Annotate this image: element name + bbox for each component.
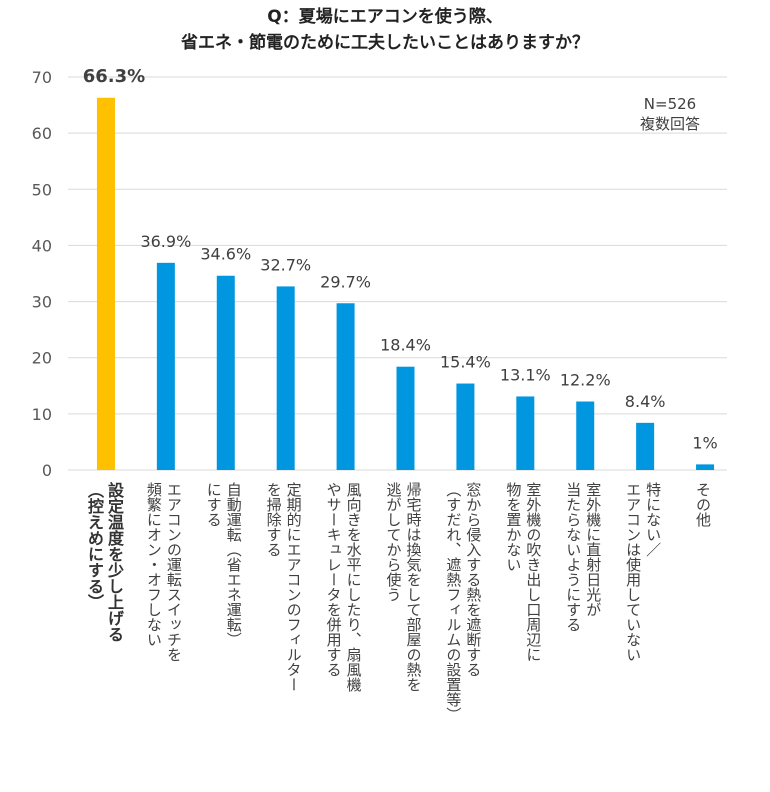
y-tick-label: 10 — [32, 405, 52, 424]
x-tick-label-line: （控えめにする） — [84, 482, 104, 610]
x-tick-label-line: 窓から侵入する熱を遮断する — [464, 482, 483, 677]
sample-note: N=526 複数回答 — [620, 94, 720, 134]
x-tick-label-line: を掃除する — [264, 482, 283, 557]
x-tick-label-line: にする — [204, 482, 223, 527]
x-tick-label-line: 物を置かない — [504, 482, 523, 572]
x-tick-label-line: 自動運転（省エネ運転） — [224, 482, 243, 647]
x-tick-label-line: その他 — [694, 482, 713, 527]
bar — [576, 401, 595, 470]
bar — [276, 286, 295, 470]
x-tick-label: 帰宅時は換気をして部屋の熱を 逃がしてから使う — [384, 482, 424, 692]
x-tick-label-line: 定期的にエアコンのフィルター — [284, 482, 303, 692]
x-tick-label-line: 室外機の吹き出し口周辺に — [524, 482, 543, 662]
x-tick-label-line: 頻繁にオン・オフしない — [144, 482, 163, 647]
x-tick-label-line: 設定温度を少し上げる — [104, 482, 124, 642]
x-tick-label: 自動運転（省エネ運転） にする — [204, 482, 244, 647]
y-tick-label: 60 — [32, 124, 52, 143]
x-tick-label: エアコンの運転スイッチを 頻繁にオン・オフしない — [144, 482, 184, 662]
data-label: 34.6% — [200, 245, 251, 264]
x-tick-label-line: エアコンの運転スイッチを — [164, 482, 183, 662]
x-tick-label-line: 帰宅時は換気をして部屋の熱を — [404, 482, 423, 692]
title-line-1: Q：夏場にエアコンを使う際、 — [267, 7, 503, 27]
x-tick-label-line: 室外機に直射日光が — [584, 482, 603, 617]
x-tick-label: 定期的にエアコンのフィルター を掃除する — [264, 482, 304, 692]
x-tick-label: 室外機に直射日光が 当たらないようにする — [563, 482, 603, 632]
data-label: 1% — [692, 433, 717, 452]
title-line-2: 省エネ・節電のために工夫したいことはありますか？ — [181, 33, 589, 53]
data-label: 18.4% — [380, 336, 431, 355]
x-tick-label-line: エアコンは使用していない — [624, 482, 643, 662]
chart-title: Q：夏場にエアコンを使う際、 省エネ・節電のために工夫したいことはありますか？ — [0, 4, 770, 56]
data-label: 15.4% — [440, 353, 491, 372]
x-tick-label: 特にない／ エアコンは使用していない — [623, 482, 663, 662]
x-tick-label: 窓から侵入する熱を遮断する （すだれ、遮熱フィルムの設置等） — [443, 482, 483, 722]
bar — [696, 464, 715, 470]
x-tick-label-line: 特にない／ — [644, 482, 663, 557]
bar — [336, 303, 355, 470]
bar — [396, 366, 415, 470]
x-tick-label-line: 風向きを水平にしたり、扇風機 — [344, 482, 363, 692]
y-tick-label: 50 — [32, 180, 52, 199]
y-tick-label: 30 — [32, 293, 52, 312]
x-tick-label: 設定温度を少し上げる （控えめにする） — [84, 482, 124, 642]
bar — [516, 396, 535, 470]
sample-size: N=526 — [643, 95, 697, 113]
bar — [636, 422, 655, 470]
bar — [456, 383, 475, 470]
data-label: 32.7% — [260, 255, 311, 274]
bar — [96, 97, 115, 470]
y-tick-label: 70 — [32, 68, 52, 87]
y-tick-label: 20 — [32, 349, 52, 368]
x-tick-label-line: （すだれ、遮熱フィルムの設置等） — [444, 482, 463, 722]
data-label: 29.7% — [320, 272, 371, 291]
data-label: 36.9% — [140, 232, 191, 251]
x-tick-label: 室外機の吹き出し口周辺に 物を置かない — [503, 482, 543, 662]
data-label: 13.1% — [500, 365, 551, 384]
data-label: 8.4% — [625, 392, 666, 411]
x-tick-label: その他 — [693, 482, 713, 527]
x-tick-label-line: 当たらないようにする — [564, 482, 583, 632]
x-tick-label-line: 逃がしてから使う — [384, 482, 403, 602]
data-label: 66.3% — [83, 66, 145, 87]
y-tick-label: 40 — [32, 236, 52, 255]
x-tick-label: 風向きを水平にしたり、扇風機 やサーキュレータを併用する — [324, 482, 364, 692]
bar — [216, 275, 235, 470]
answer-type: 複数回答 — [639, 115, 700, 133]
data-label: 12.2% — [560, 371, 611, 390]
x-tick-label-line: やサーキュレータを併用する — [324, 482, 343, 677]
y-tick-label: 0 — [42, 461, 52, 480]
bar — [156, 262, 175, 470]
